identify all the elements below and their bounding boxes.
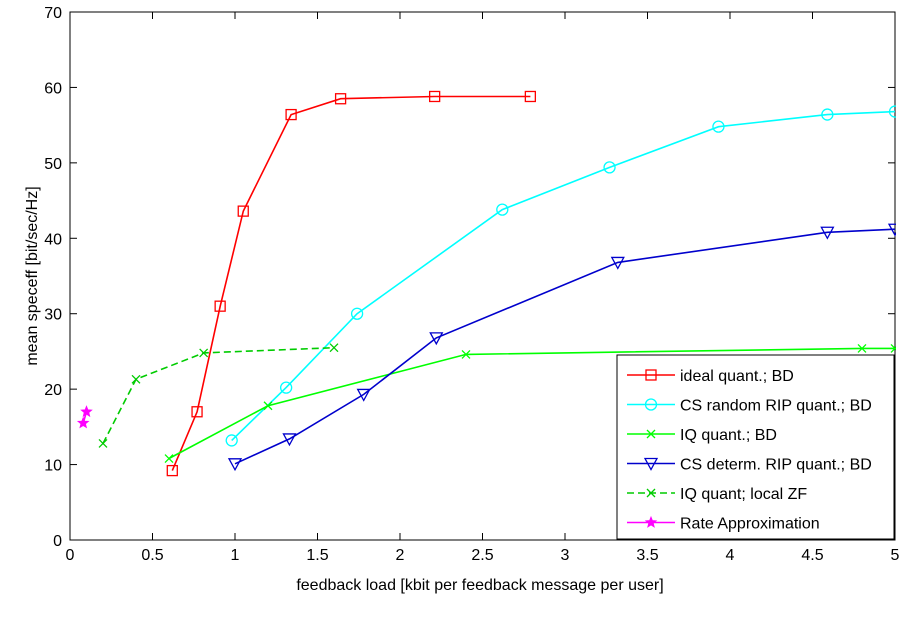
data-point	[890, 343, 896, 353]
x-tick-label: 1.5	[306, 547, 328, 564]
data-point	[334, 93, 347, 105]
series-2	[164, 343, 896, 463]
legend-marker	[645, 369, 657, 381]
x-tick-label: 3.5	[636, 547, 658, 564]
data-point	[285, 108, 297, 121]
data-point	[610, 256, 625, 270]
y-tick-label: 50	[44, 156, 62, 173]
series-3	[227, 223, 896, 472]
series-0	[166, 90, 536, 477]
legend-item: IQ quant.; BD	[627, 427, 777, 444]
data-point	[350, 307, 364, 320]
data-point	[237, 205, 249, 217]
y-tick-label: 10	[44, 458, 62, 475]
legend-item: CS random RIP quant.; BD	[627, 398, 872, 415]
data-point	[263, 401, 273, 411]
legend: ideal quant.; BD CS random RIP quant.; BD…	[616, 354, 895, 540]
data-point	[214, 300, 226, 312]
x-axis: 0 0.5 1 1.5 2 2.5 3 3.5 4 4.5 5	[66, 12, 900, 564]
data-point	[279, 381, 293, 394]
legend-box	[616, 354, 895, 540]
data-point	[857, 343, 867, 353]
x-tick-label: 0	[66, 547, 75, 564]
y-tick-label: 20	[44, 382, 62, 399]
series-line	[102, 346, 335, 444]
y-tick-label: 30	[44, 307, 62, 324]
data-point	[356, 388, 371, 402]
data-point	[164, 454, 174, 463]
x-tick-label: 4	[726, 547, 735, 564]
x-tick-label: 0.5	[141, 547, 163, 564]
data-point	[712, 120, 725, 133]
data-point	[80, 405, 93, 418]
data-point	[496, 203, 509, 216]
series-layer	[76, 90, 896, 477]
data-point	[225, 434, 238, 447]
series-5	[76, 405, 93, 429]
legend-label: Rate Approximation	[680, 516, 820, 533]
y-tick-label: 70	[44, 5, 62, 22]
data-point	[191, 406, 203, 418]
series-line	[171, 95, 531, 471]
data-point	[199, 348, 209, 358]
x-axis-title: feedback load [kbit per feedback message…	[296, 577, 663, 594]
data-point	[524, 90, 536, 103]
data-point	[131, 374, 141, 384]
legend-item: CS determ. RIP quant.; BD	[627, 457, 872, 474]
data-point	[329, 343, 339, 353]
legend-item: IQ quant; local ZF	[627, 486, 807, 503]
y-axis: 0 10 20 30 40 50 60 70	[44, 5, 895, 550]
data-point	[461, 349, 471, 359]
y-tick-label: 40	[44, 231, 62, 248]
legend-label: CS random RIP quant.; BD	[680, 398, 872, 415]
legend-item: ideal quant.; BD	[627, 368, 794, 385]
legend-marker	[646, 429, 656, 439]
legend-marker	[646, 488, 656, 498]
legend-label: IQ quant; local ZF	[680, 486, 807, 503]
data-point	[888, 105, 896, 118]
legend-marker	[643, 457, 659, 471]
data-point	[820, 226, 835, 240]
data-point	[429, 332, 444, 346]
data-point	[98, 438, 108, 448]
data-point	[76, 416, 90, 429]
series-4	[98, 343, 339, 448]
legend-label: ideal quant.; BD	[680, 368, 794, 385]
data-point	[428, 90, 441, 103]
data-point	[166, 464, 178, 477]
y-axis-title: mean speceff [bit/sec/Hz]	[24, 186, 41, 365]
data-point	[282, 433, 297, 447]
legend-label: IQ quant.; BD	[680, 427, 777, 444]
series-line	[234, 228, 896, 465]
series-line	[231, 110, 896, 441]
y-tick-label: 60	[44, 80, 62, 97]
x-tick-label: 3	[561, 547, 570, 564]
data-point	[887, 223, 896, 237]
x-tick-label: 4.5	[801, 547, 823, 564]
x-tick-label: 1	[231, 547, 240, 564]
legend-marker	[644, 515, 658, 528]
x-tick-label: 2	[396, 547, 405, 564]
data-point	[227, 458, 243, 472]
x-tick-label: 5	[891, 547, 900, 564]
x-tick-label: 2.5	[471, 547, 493, 564]
data-point	[603, 161, 616, 174]
legend-item: Rate Approximation	[627, 516, 820, 533]
y-tick-label: 0	[53, 533, 62, 550]
legend-marker	[644, 398, 658, 411]
data-point	[821, 108, 834, 121]
series-1	[225, 105, 896, 447]
legend-label: CS determ. RIP quant.; BD	[680, 457, 872, 474]
